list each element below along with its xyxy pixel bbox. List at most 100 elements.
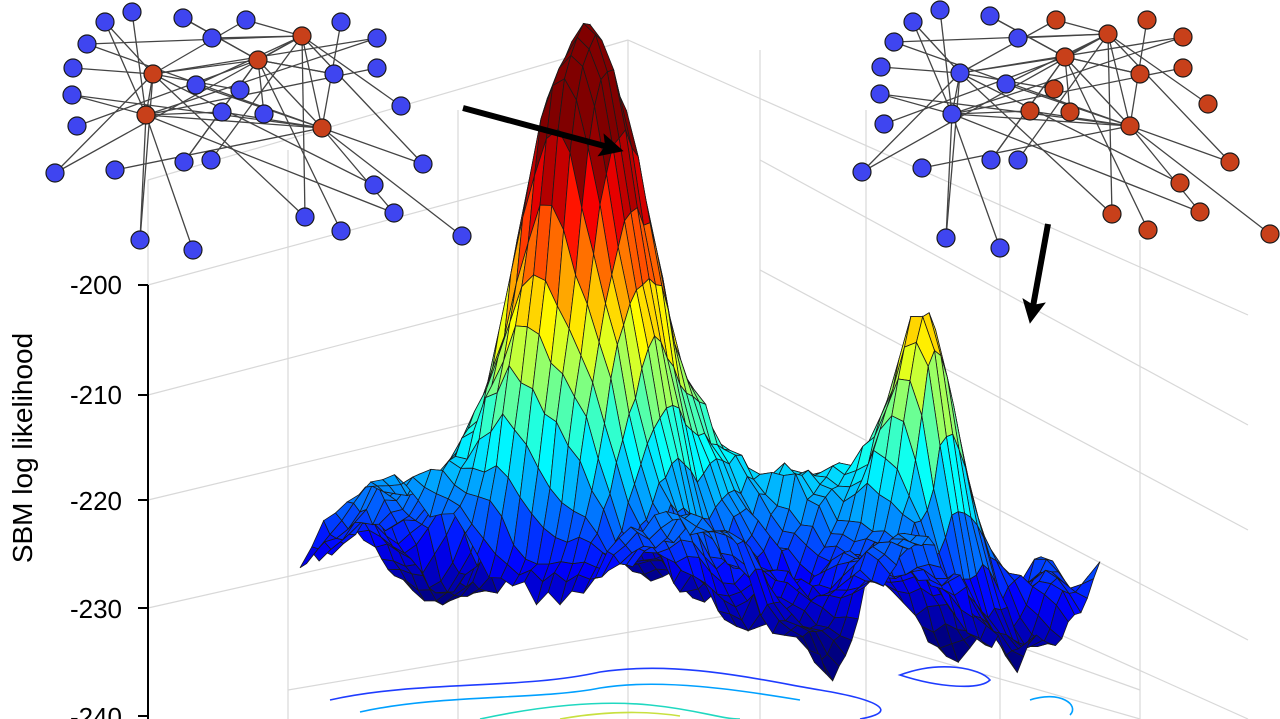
network-node-red bbox=[1198, 94, 1218, 114]
network-edge bbox=[221, 111, 323, 129]
network-node-blue bbox=[202, 28, 222, 48]
surface-facet bbox=[299, 546, 319, 569]
network-node-red bbox=[1173, 58, 1193, 78]
network-edge bbox=[912, 21, 961, 74]
network-edge bbox=[71, 94, 323, 129]
network-node-blue bbox=[1008, 150, 1028, 170]
network-edge bbox=[1107, 33, 1131, 127]
network-edge bbox=[257, 59, 335, 75]
network-edge bbox=[880, 66, 961, 74]
network-edge bbox=[152, 73, 306, 218]
network-node-blue bbox=[912, 158, 932, 178]
network-node-red bbox=[136, 105, 156, 125]
network-node-red bbox=[1060, 102, 1080, 122]
network-edge bbox=[912, 21, 953, 115]
network-edge bbox=[145, 114, 323, 129]
network-node-red bbox=[1120, 116, 1140, 136]
network-node-blue bbox=[367, 28, 387, 48]
network-edge bbox=[1064, 56, 1141, 75]
network-node-red bbox=[1055, 47, 1075, 67]
network-edge bbox=[210, 35, 303, 161]
network-edge bbox=[945, 72, 961, 239]
network-edge bbox=[145, 114, 194, 251]
network-edge bbox=[145, 111, 223, 116]
network-node-blue bbox=[990, 238, 1010, 258]
z-tick-label: -220 bbox=[70, 486, 122, 516]
network-node-red bbox=[292, 26, 312, 46]
network-edge bbox=[1107, 33, 1113, 215]
network-edge bbox=[879, 93, 953, 115]
contour-projection bbox=[329, 666, 1074, 719]
network-node-blue bbox=[930, 0, 950, 20]
network-node-blue bbox=[324, 64, 344, 84]
network-edge bbox=[145, 114, 395, 214]
network-edge bbox=[301, 35, 323, 129]
network-node-blue bbox=[950, 63, 970, 83]
network-edge bbox=[131, 11, 147, 116]
network-edge bbox=[879, 93, 1131, 127]
network-node-blue bbox=[254, 104, 274, 124]
z-tick-label: -240 bbox=[70, 702, 122, 719]
network-node-red bbox=[1173, 27, 1193, 47]
network-node-blue bbox=[201, 150, 221, 170]
network-edge bbox=[1129, 125, 1231, 163]
network-edge bbox=[257, 59, 323, 129]
network-node-blue bbox=[230, 80, 250, 100]
network-node-blue bbox=[903, 12, 923, 32]
network-node-blue bbox=[212, 102, 232, 122]
z-tick-label: -230 bbox=[70, 594, 122, 624]
network-node-blue bbox=[980, 6, 1000, 26]
network-edge bbox=[959, 72, 1113, 215]
network-node-blue bbox=[384, 203, 404, 223]
network-edge bbox=[257, 59, 342, 232]
network-node-red bbox=[248, 50, 268, 70]
network-node-blue bbox=[45, 163, 65, 183]
network-node-blue bbox=[413, 154, 433, 174]
network-edge bbox=[951, 113, 1201, 213]
z-tick-label: -210 bbox=[70, 380, 122, 410]
network-node-blue bbox=[174, 152, 194, 172]
network-node-blue bbox=[981, 150, 1001, 170]
network-edge bbox=[939, 9, 953, 115]
network-edge bbox=[883, 56, 1066, 125]
network-edge bbox=[152, 73, 375, 186]
network-edge bbox=[54, 73, 154, 174]
network-node-red bbox=[1046, 10, 1066, 30]
network-node-blue bbox=[942, 104, 962, 124]
network-edge bbox=[959, 72, 1181, 184]
network-node-blue bbox=[870, 84, 890, 104]
network-left bbox=[45, 2, 472, 260]
network-node-blue bbox=[63, 58, 83, 78]
arrow-to-global-peak bbox=[462, 105, 624, 157]
network-node-blue bbox=[1008, 28, 1028, 48]
network-edge bbox=[145, 37, 378, 116]
network-node-blue bbox=[331, 12, 351, 32]
network-node-red bbox=[1137, 10, 1157, 30]
network-node-blue bbox=[62, 85, 82, 105]
network-edge bbox=[1129, 125, 1271, 235]
network-edge bbox=[1064, 56, 1131, 127]
network-node-blue bbox=[996, 74, 1016, 94]
network-edge bbox=[72, 67, 154, 75]
network-edge bbox=[104, 21, 147, 116]
network-node-blue bbox=[173, 8, 193, 28]
network-edge bbox=[301, 35, 402, 107]
network-edge bbox=[959, 19, 1057, 74]
likelihood-surface bbox=[299, 22, 1101, 682]
network-edge bbox=[1129, 125, 1201, 213]
network-edge bbox=[104, 21, 154, 75]
z-tick-label: -200 bbox=[70, 270, 122, 300]
network-node-blue bbox=[852, 162, 872, 182]
network-node-red bbox=[1098, 24, 1118, 44]
network-node-blue bbox=[186, 75, 206, 95]
network-edge bbox=[1064, 56, 1149, 231]
network-edge bbox=[951, 110, 1031, 115]
z-axis: -200 -210 -220 -230 -240 SBM log likelih… bbox=[7, 270, 149, 719]
network-edge bbox=[71, 94, 147, 116]
network-edge bbox=[321, 127, 395, 214]
network-edge bbox=[951, 113, 1001, 249]
z-axis-label: SBM log likelihood bbox=[7, 333, 38, 563]
network-node-red bbox=[1220, 152, 1240, 172]
network-edge bbox=[139, 73, 154, 241]
